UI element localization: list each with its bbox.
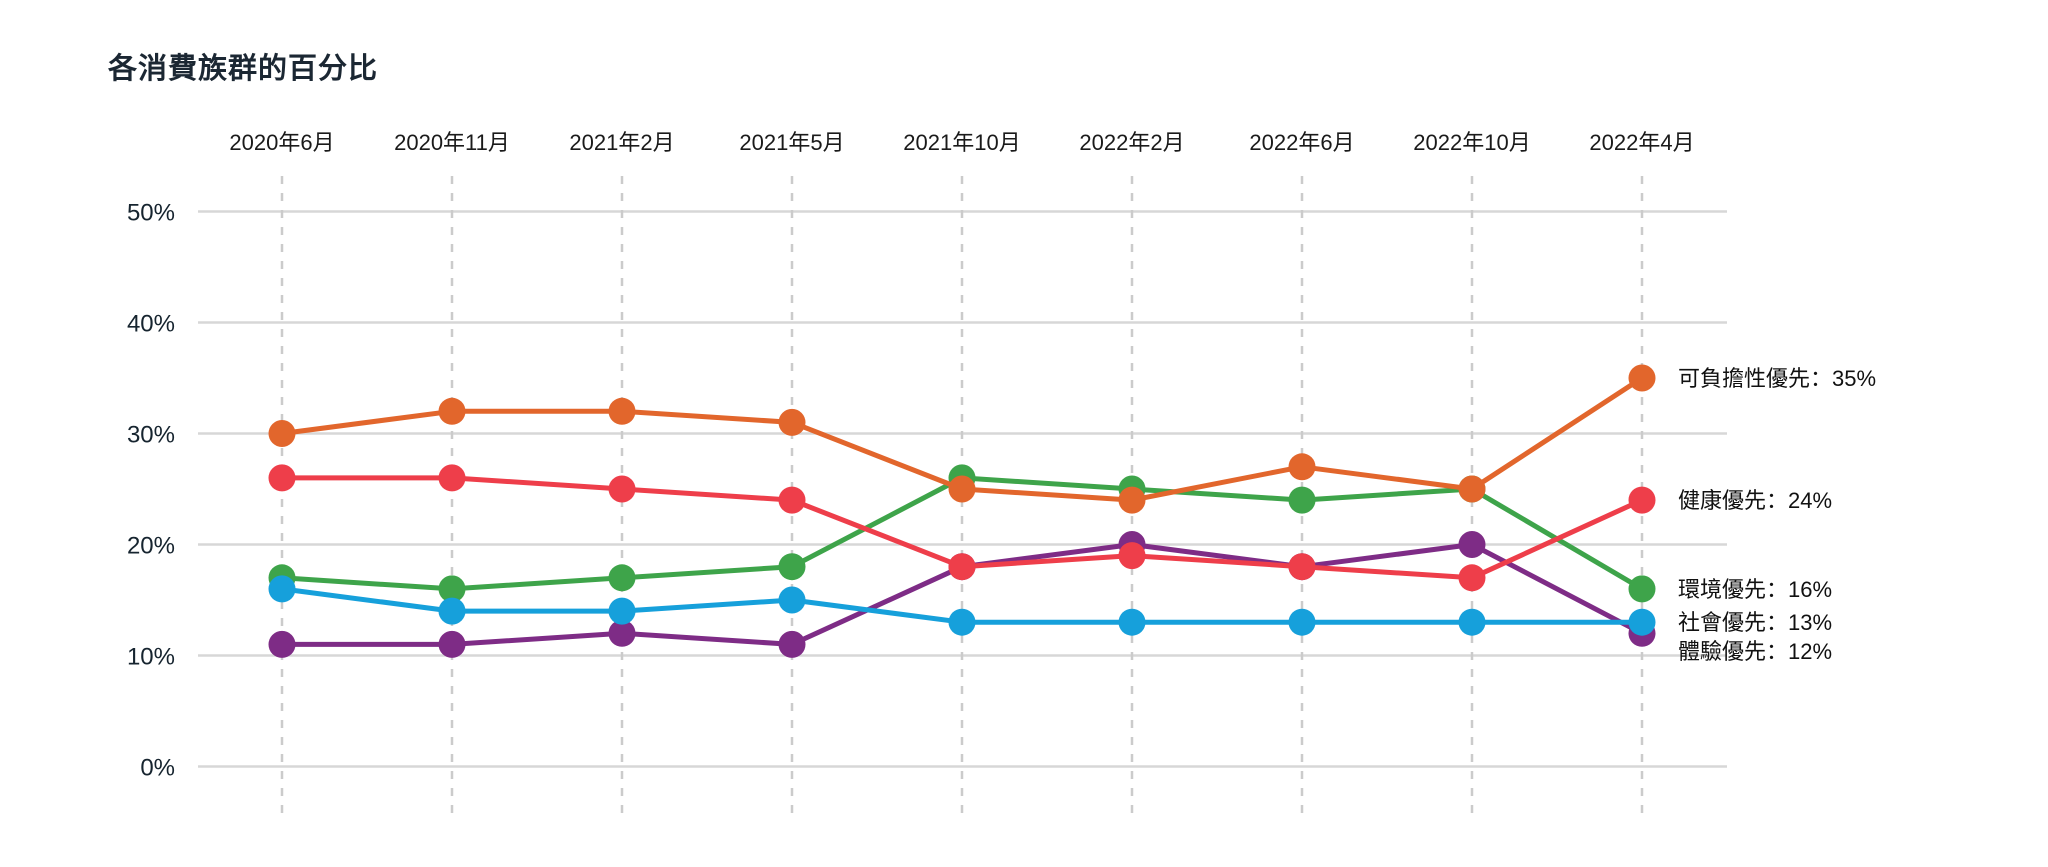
x-tick-label: 2021年10月 <box>903 130 1020 155</box>
series-environment-point-3 <box>778 553 806 581</box>
series-experience-point-7 <box>1458 531 1486 558</box>
series-health-point-7 <box>1458 564 1486 592</box>
series-health-end-label: 健康優先：24% <box>1678 488 1832 513</box>
series-health-point-1 <box>438 464 466 492</box>
series-health-point-6 <box>1288 553 1316 581</box>
chart-title: 各消費族群的百分比 <box>108 53 379 85</box>
x-tick-label: 2022年4月 <box>1589 130 1694 155</box>
series-social-point-4 <box>948 608 976 636</box>
series-environment-end-label: 環境優先：16% <box>1678 577 1832 602</box>
series-environment-point-1 <box>438 575 466 603</box>
series-environment-point-2 <box>608 564 636 592</box>
series-health-point-8 <box>1628 486 1656 514</box>
x-tick-label: 2022年10月 <box>1413 130 1530 155</box>
series-experience-end-label: 體驗優先：12% <box>1678 639 1832 664</box>
series-experience-point-3 <box>778 630 806 658</box>
series-affordability-point-8 <box>1628 364 1656 392</box>
series-social-end-label: 社會優先：13% <box>1678 610 1832 635</box>
x-tick-label: 2021年2月 <box>569 130 674 155</box>
series-affordability-point-2 <box>608 397 636 425</box>
series-affordability-point-6 <box>1288 453 1316 481</box>
series-experience-point-0 <box>268 630 296 658</box>
series-health-point-4 <box>948 553 976 581</box>
series-social-point-0 <box>268 575 296 603</box>
series-affordability-point-7 <box>1458 475 1486 503</box>
series-social-point-3 <box>778 586 806 614</box>
series-affordability-point-5 <box>1118 486 1146 514</box>
series-environment-point-8 <box>1628 575 1656 603</box>
y-tick-label: 30% <box>127 422 175 449</box>
x-tick-label: 2020年6月 <box>229 130 334 155</box>
x-tick-label: 2021年5月 <box>739 130 844 155</box>
series-social-point-2 <box>608 597 636 625</box>
x-tick-label: 2020年11月 <box>394 130 510 155</box>
y-tick-label: 0% <box>140 755 175 782</box>
series-health-point-3 <box>778 486 806 514</box>
series-experience-point-1 <box>438 630 466 658</box>
series-affordability-end-label: 可負擔性優先：35% <box>1678 366 1876 391</box>
y-tick-label: 50% <box>127 200 175 227</box>
series-experience-point-2 <box>608 619 636 647</box>
series-social-point-1 <box>438 597 466 625</box>
series-affordability-point-4 <box>948 475 976 503</box>
series-social-point-8 <box>1628 608 1656 636</box>
series-affordability-point-3 <box>778 408 806 436</box>
series-social-point-5 <box>1118 608 1146 636</box>
series-affordability-point-1 <box>438 397 466 425</box>
x-tick-label: 2022年2月 <box>1079 130 1184 155</box>
series-health-point-5 <box>1118 542 1146 570</box>
y-tick-label: 10% <box>127 644 175 671</box>
x-tick-label: 2022年6月 <box>1249 130 1354 155</box>
series-social-point-7 <box>1458 608 1486 636</box>
series-health-point-0 <box>268 464 296 492</box>
y-tick-label: 20% <box>127 533 175 560</box>
y-tick-label: 40% <box>127 311 175 338</box>
series-affordability-point-0 <box>268 420 296 447</box>
series-health-point-2 <box>608 475 636 503</box>
series-social-point-6 <box>1288 608 1316 636</box>
series-environment-point-6 <box>1288 486 1316 514</box>
